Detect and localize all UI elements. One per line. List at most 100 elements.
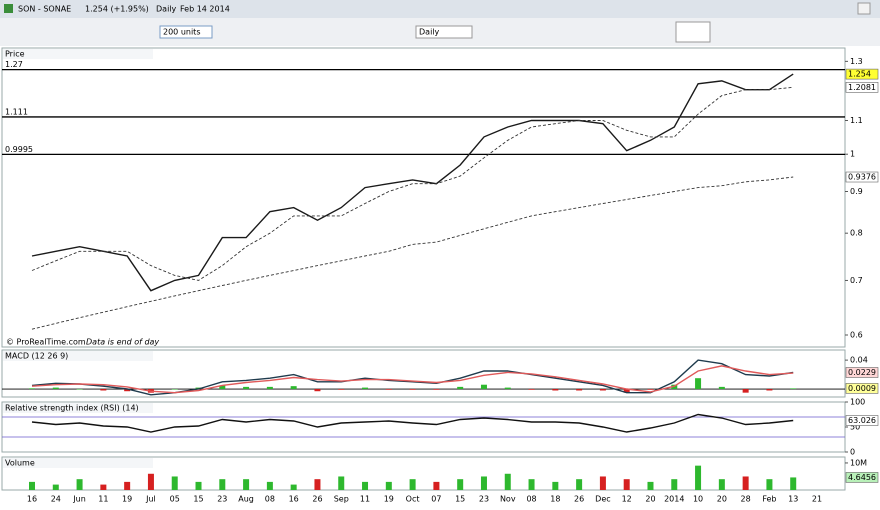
bar (385, 389, 392, 390)
period-select[interactable] (415, 25, 473, 39)
bar (433, 389, 440, 390)
bar (243, 479, 250, 490)
x-tick-label: Dec (595, 495, 610, 504)
value-box (845, 472, 879, 483)
units-select-text: 200 units (163, 28, 200, 37)
bar (742, 476, 749, 490)
bar (52, 387, 59, 390)
bar (338, 476, 345, 490)
y-tick-label: 1.3 (850, 57, 863, 66)
bar (171, 476, 178, 490)
panel (1, 349, 846, 398)
horizontal-line-label: 1.27 (5, 60, 23, 69)
bar (766, 389, 773, 391)
bar (576, 389, 583, 391)
value-box (845, 383, 879, 394)
bar (480, 476, 487, 490)
bar (528, 479, 535, 490)
y-tick-label: 0.9 (850, 187, 863, 196)
bar (409, 389, 416, 390)
x-tick-label: 12 (622, 495, 632, 504)
x-tick-label: 08 (526, 495, 536, 504)
bar (599, 476, 606, 490)
value-box-label: 1.254 (848, 70, 871, 79)
value-box-label: 63.026 (848, 416, 876, 425)
quote: 1.254 (+1.95%) (85, 5, 149, 14)
x-tick-label: 24 (51, 495, 61, 504)
bar (314, 479, 321, 490)
bar (124, 481, 131, 490)
panel-header (3, 49, 153, 59)
value-box-label: 1.2081 (848, 83, 876, 92)
x-tick-label: 07 (431, 495, 441, 504)
x-tick-label: 11 (360, 495, 370, 504)
bar (718, 386, 725, 390)
bar (718, 479, 725, 490)
series-line (31, 176, 794, 330)
bar (504, 473, 511, 490)
value-box-label: 4.6456 (848, 473, 876, 482)
bar (362, 481, 369, 490)
value-box (845, 415, 879, 426)
x-tick-label: 13 (788, 495, 798, 504)
value-box (845, 367, 879, 378)
bar (457, 386, 464, 390)
bar (385, 481, 392, 490)
x-tick-label: 16 (27, 495, 37, 504)
x-tick-label: Jul (145, 495, 156, 504)
bar (314, 389, 321, 392)
panel-title: Relative strength index (RSI) (14) (5, 404, 139, 413)
bar (76, 389, 83, 390)
app-icon (4, 4, 13, 13)
period: Daily (156, 5, 177, 14)
bar (623, 479, 630, 490)
window-button[interactable] (857, 2, 871, 15)
x-tick-label: Aug (238, 495, 254, 504)
bar (219, 479, 226, 490)
x-tick-label: Jun (72, 495, 86, 504)
x-tick-label: 15 (455, 495, 465, 504)
bar (52, 484, 59, 490)
bar (552, 389, 559, 391)
bar (790, 388, 797, 390)
x-tick-label: 15 (193, 495, 203, 504)
y-tick-label: 1.1 (850, 116, 863, 125)
y-tick-label: 0.04 (850, 356, 868, 365)
units-select[interactable] (159, 25, 213, 39)
bar (433, 481, 440, 490)
x-tick-label: 11 (98, 495, 108, 504)
bar (409, 479, 416, 490)
bar (290, 386, 297, 390)
bar (338, 389, 345, 390)
value-box (845, 68, 879, 80)
x-tick-label: Nov (500, 495, 516, 504)
y-tick-label: 0.8 (850, 229, 863, 238)
value-box-label: 0.0229 (848, 368, 876, 377)
chart-style-button[interactable] (675, 21, 711, 43)
x-tick-label: 26 (312, 495, 322, 504)
x-tick-label: 20 (717, 495, 727, 504)
x-tick-label: Feb (762, 495, 776, 504)
bar (266, 481, 273, 490)
bar (243, 386, 250, 390)
symbol: SON - SONAE (18, 5, 71, 14)
bar (576, 479, 583, 490)
bar (219, 385, 226, 390)
horizontal-line-label: 0.9995 (5, 145, 33, 154)
y-tick-label: 0.7 (850, 276, 863, 285)
x-tick-label: 23 (217, 495, 227, 504)
title-bar (0, 0, 880, 18)
footer: © ProRealTime.com (6, 338, 86, 347)
series-line (31, 73, 794, 292)
x-tick-label: 05 (170, 495, 180, 504)
date: Feb 14 2014 (180, 5, 230, 14)
bar (552, 481, 559, 490)
bar (766, 479, 773, 490)
bar (599, 389, 606, 391)
panel-header (3, 351, 153, 361)
panel-header (3, 403, 153, 413)
y-tick-label: 0.6 (850, 331, 863, 340)
bar (504, 387, 511, 390)
x-tick-label: 2014 (664, 495, 684, 504)
series-line (31, 86, 794, 281)
